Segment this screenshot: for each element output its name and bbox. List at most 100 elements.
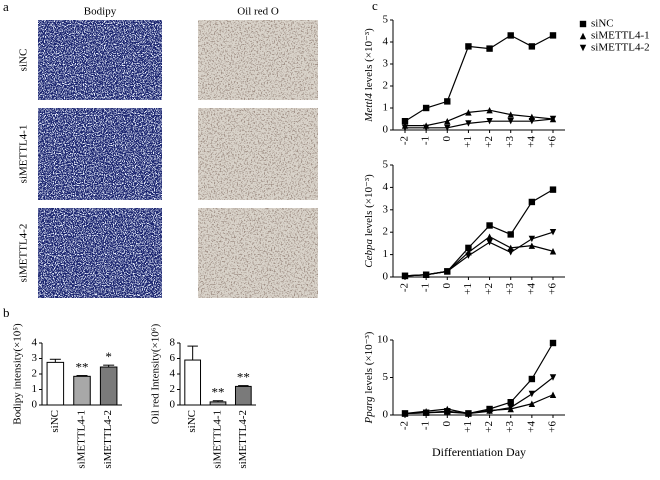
x-tick-label: -2 bbox=[399, 421, 411, 430]
data-point bbox=[549, 186, 557, 193]
data-point bbox=[401, 272, 409, 280]
data-point bbox=[507, 118, 514, 125]
x-axis-label: Differentiation Day bbox=[432, 445, 526, 459]
series-line bbox=[404, 34, 554, 122]
data-point bbox=[444, 268, 451, 275]
y-tick-label: 1 bbox=[32, 383, 38, 395]
data-point bbox=[507, 404, 514, 411]
x-tick-label: +6 bbox=[547, 136, 559, 148]
y-tick-label: 1 bbox=[383, 102, 389, 114]
y-axis-label: Oil red Intensity(×10⁶) bbox=[150, 323, 162, 424]
data-point bbox=[465, 244, 472, 252]
data-point bbox=[528, 198, 536, 206]
data-point bbox=[465, 410, 472, 417]
data-point bbox=[507, 399, 514, 406]
data-point bbox=[528, 375, 536, 383]
gene-name: Mettl4 bbox=[363, 93, 375, 123]
x-tick-label: siMETTL4-1 bbox=[212, 410, 224, 469]
data-point bbox=[444, 124, 451, 131]
oil-red-texture bbox=[198, 108, 318, 200]
data-point bbox=[422, 271, 430, 278]
oil-red-texture bbox=[198, 20, 318, 100]
data-point bbox=[549, 339, 557, 347]
y-axis-label: Cebpa levels (×10⁻³) bbox=[363, 174, 375, 268]
data-point bbox=[507, 111, 514, 118]
legend-label: siNC bbox=[591, 18, 614, 30]
data-point bbox=[444, 408, 451, 416]
data-point bbox=[507, 32, 514, 39]
x-tick-label: +2 bbox=[483, 283, 495, 295]
y-tick-label: 4 bbox=[383, 36, 389, 48]
legend-marker bbox=[579, 20, 587, 28]
y-tick-label: 0 bbox=[32, 399, 38, 411]
legend-label: siMETTL4-1 bbox=[591, 30, 650, 42]
data-point bbox=[401, 124, 409, 131]
y-axis-unit: levels (×10⁻³) bbox=[363, 28, 375, 93]
y-axis-label: Bodipy intensity(×10⁵) bbox=[12, 323, 24, 425]
panel-label: c bbox=[372, 0, 378, 13]
data-point bbox=[422, 104, 430, 112]
data-point bbox=[549, 374, 557, 381]
legend-marker bbox=[579, 44, 587, 52]
y-tick-label: 0 bbox=[383, 124, 389, 136]
y-tick-label: 2 bbox=[32, 368, 38, 380]
x-tick-label: -2 bbox=[399, 136, 411, 145]
data-point bbox=[401, 118, 409, 125]
data-point bbox=[549, 32, 557, 39]
x-tick-label: 0 bbox=[441, 421, 453, 427]
x-tick-label: siMETTL4-2 bbox=[237, 410, 249, 469]
y-axis-unit: levels (×10⁻³) bbox=[363, 174, 375, 239]
x-tick-label: +2 bbox=[483, 136, 495, 148]
data-point bbox=[486, 222, 493, 229]
data-point bbox=[444, 118, 451, 125]
x-tick-label: +2 bbox=[483, 421, 495, 433]
x-tick-label: +1 bbox=[462, 421, 474, 433]
data-point bbox=[549, 229, 557, 236]
y-tick-label: 2 bbox=[383, 80, 389, 92]
data-point bbox=[486, 118, 493, 125]
y-tick-label: 2 bbox=[383, 226, 389, 238]
gene-name: Pparg bbox=[363, 396, 375, 425]
x-tick-label: -1 bbox=[420, 421, 432, 430]
y-tick-label: 0 bbox=[383, 409, 389, 421]
legend-marker bbox=[579, 32, 587, 40]
y-tick-label: 5 bbox=[383, 159, 389, 171]
gene-name: Cebpa bbox=[363, 239, 375, 268]
row-label: siNC bbox=[18, 49, 30, 72]
panel-label: a bbox=[3, 0, 9, 14]
y-tick-label: 3 bbox=[32, 352, 38, 364]
y-tick-label: 4 bbox=[383, 181, 389, 193]
data-point bbox=[528, 400, 536, 407]
series-line bbox=[404, 235, 554, 277]
y-tick-label: 3 bbox=[383, 58, 389, 70]
y-tick-label: 3 bbox=[383, 203, 389, 215]
x-tick-label: +3 bbox=[504, 421, 516, 433]
data-point bbox=[486, 408, 493, 415]
y-tick-label: 10 bbox=[377, 334, 389, 346]
data-point bbox=[422, 124, 430, 131]
y-axis-label: Pparg levels (×10⁻³) bbox=[363, 331, 375, 424]
data-point bbox=[465, 109, 472, 116]
x-tick-label: +1 bbox=[462, 136, 474, 148]
y-tick-label: 0 bbox=[170, 399, 176, 411]
data-point bbox=[486, 239, 493, 246]
y-tick-label: 4 bbox=[170, 368, 176, 380]
data-point bbox=[401, 410, 409, 417]
y-axis-label: Mettl4 levels (×10⁻³) bbox=[363, 28, 375, 123]
x-tick-label: +3 bbox=[504, 283, 516, 295]
x-tick-label: -1 bbox=[420, 283, 432, 292]
column-header: Oil red O bbox=[237, 6, 279, 18]
row-label: siMETTL4-2 bbox=[18, 224, 30, 283]
x-tick-label: +4 bbox=[525, 283, 537, 295]
bodipy-texture bbox=[38, 20, 162, 100]
data-point bbox=[444, 98, 451, 105]
x-tick-label: +4 bbox=[525, 421, 537, 433]
data-point bbox=[549, 391, 557, 398]
data-point bbox=[507, 249, 514, 256]
data-point bbox=[422, 409, 430, 416]
micrographs bbox=[38, 20, 318, 298]
data-point bbox=[528, 43, 536, 50]
x-tick-label: +6 bbox=[547, 283, 559, 295]
significance: ** bbox=[237, 370, 250, 385]
